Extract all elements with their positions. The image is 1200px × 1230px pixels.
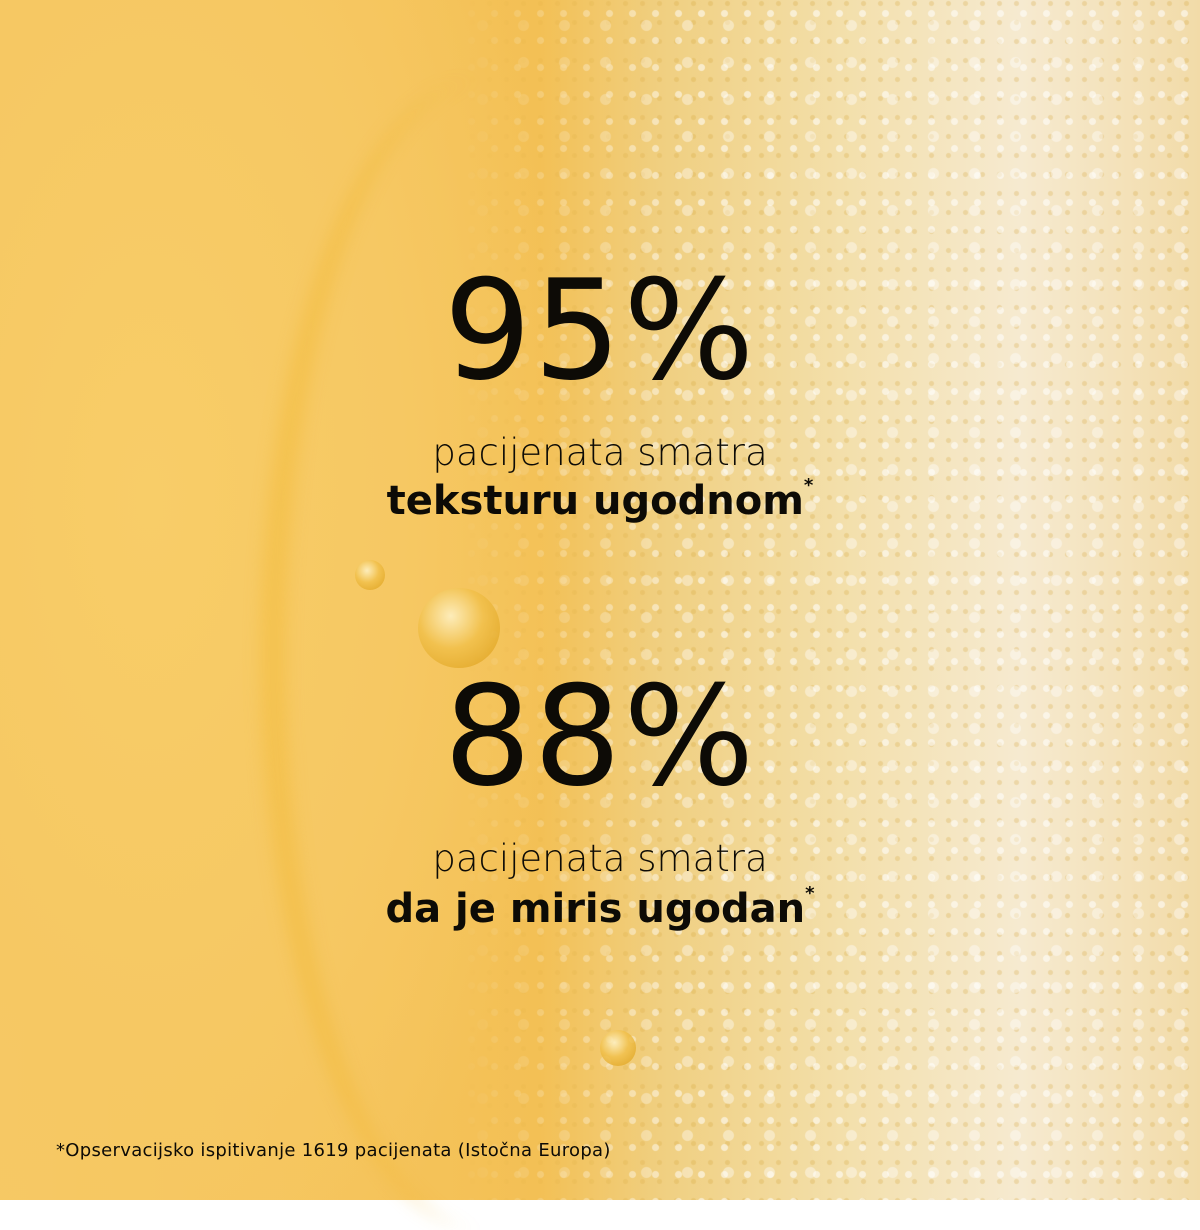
bubble [600,1030,636,1066]
stat-highlight: teksturu ugodnom [386,478,804,524]
stat-highlight: da je miris ugodan [385,886,806,932]
bubble [355,560,385,590]
stat-block-scent: 88% pacijenata smatra da je miris ugodan… [0,656,1200,932]
footnote-marker: * [805,883,815,904]
stat-block-texture: 95% pacijenata smatra teksturu ugodnom* [0,250,1200,524]
foam-texture [0,0,1200,1200]
footnote: *Opservacijsko ispitivanje 1619 pacijena… [56,1140,611,1161]
large-bubble [418,588,500,668]
stat-value: 95% [443,250,757,411]
stat-caption: pacijenata smatra [432,431,768,474]
footnote-marker: * [803,475,814,496]
stat-value: 88% [443,656,757,817]
stat-caption: pacijenata smatra [432,837,768,880]
